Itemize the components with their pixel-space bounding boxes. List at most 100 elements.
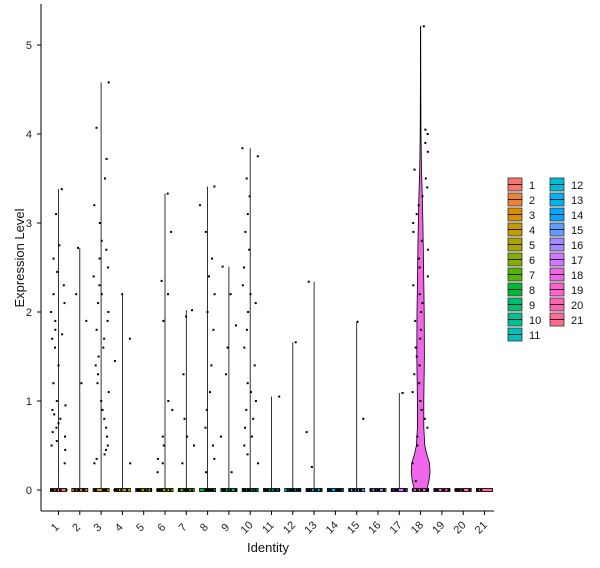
legend-item-15: 15 — [549, 222, 583, 237]
data-point — [265, 489, 268, 491]
data-point — [102, 346, 105, 349]
data-point — [424, 128, 427, 131]
data-point — [420, 489, 423, 491]
data-point — [226, 346, 229, 349]
violin-base-3 — [92, 487, 110, 492]
violin-group-18 — [410, 25, 431, 492]
data-point — [104, 489, 107, 491]
data-point — [340, 489, 343, 491]
x-tick-label: 19 — [430, 519, 447, 536]
data-point — [427, 489, 430, 491]
data-point — [338, 489, 341, 491]
data-point — [416, 435, 419, 438]
data-point — [454, 489, 457, 491]
data-point — [270, 489, 273, 491]
data-point — [242, 489, 245, 491]
data-point — [75, 293, 78, 296]
data-point — [263, 489, 266, 491]
legend-item-10: 10 — [507, 312, 541, 327]
data-point — [81, 489, 84, 491]
data-point — [222, 489, 225, 491]
data-point — [360, 489, 363, 491]
data-point — [97, 302, 100, 305]
violin-group-10 — [241, 148, 259, 492]
data-point — [246, 382, 249, 385]
data-point — [210, 489, 213, 491]
legend-label: 16 — [571, 240, 583, 252]
data-point — [128, 337, 131, 340]
data-point — [245, 408, 248, 411]
legend-label: 6 — [529, 255, 535, 267]
data-point — [100, 239, 103, 242]
data-point — [113, 489, 116, 491]
data-point — [295, 489, 298, 491]
data-point — [230, 471, 233, 474]
data-point — [212, 444, 214, 447]
data-point — [362, 417, 365, 420]
data-point — [184, 489, 187, 491]
data-point — [319, 489, 322, 491]
data-point — [412, 222, 415, 224]
data-point — [243, 266, 245, 269]
x-tick-label: 8 — [198, 521, 211, 534]
data-point — [414, 319, 417, 322]
data-point — [120, 489, 123, 491]
data-point — [149, 489, 152, 491]
data-point — [395, 489, 397, 491]
data-point — [161, 489, 163, 491]
data-point — [121, 293, 124, 296]
data-point — [415, 213, 418, 216]
data-point — [426, 275, 429, 278]
data-point — [50, 444, 53, 447]
data-point — [138, 489, 141, 491]
violin-group-6 — [156, 193, 174, 492]
data-point — [158, 489, 161, 491]
data-point — [73, 489, 76, 491]
data-point — [58, 244, 61, 247]
x-tick-label: 1 — [49, 521, 62, 534]
data-point — [455, 489, 458, 491]
data-point — [315, 489, 318, 491]
data-point — [212, 328, 215, 331]
data-point — [241, 147, 244, 150]
legend-item-1: 1 — [507, 177, 535, 192]
legend-item-20: 20 — [549, 297, 583, 312]
violin-group-4 — [114, 294, 131, 492]
data-point — [136, 489, 139, 491]
data-point — [97, 373, 99, 376]
data-point — [93, 204, 96, 207]
data-point — [95, 126, 98, 129]
data-point — [55, 426, 58, 429]
legend-item-16: 16 — [549, 237, 583, 252]
data-point — [257, 462, 259, 465]
data-point — [182, 373, 185, 376]
data-point — [416, 444, 419, 447]
x-tick-label: 12 — [281, 519, 298, 536]
data-point — [393, 489, 396, 491]
x-axis-title: Identity — [247, 540, 289, 555]
legend-item-4: 4 — [507, 222, 535, 237]
data-point — [170, 230, 173, 233]
data-point — [64, 404, 67, 407]
data-point — [294, 341, 297, 344]
data-point — [458, 489, 461, 491]
legend-item-5: 5 — [507, 237, 535, 252]
data-point — [59, 489, 62, 491]
data-point — [166, 192, 169, 195]
data-point — [210, 364, 213, 367]
y-tick-label: 2 — [26, 307, 32, 319]
x-axis-ticks: 1 2 3 4 5 6 7 8 9 10 11 12 13 14 15 16 17 18 19 20 21 — [49, 511, 490, 536]
data-point — [245, 177, 248, 180]
data-point — [204, 230, 207, 233]
data-point — [254, 302, 257, 305]
x-tick-label: 6 — [155, 521, 168, 534]
legend-item-7: 7 — [507, 267, 535, 282]
data-point — [55, 440, 58, 443]
data-point — [421, 302, 424, 305]
x-tick-label: 17 — [388, 519, 405, 536]
data-point — [105, 426, 108, 429]
data-point — [278, 489, 281, 491]
legend-item-11: 11 — [507, 327, 540, 342]
legend-label: 9 — [529, 300, 535, 312]
data-point — [448, 489, 451, 491]
